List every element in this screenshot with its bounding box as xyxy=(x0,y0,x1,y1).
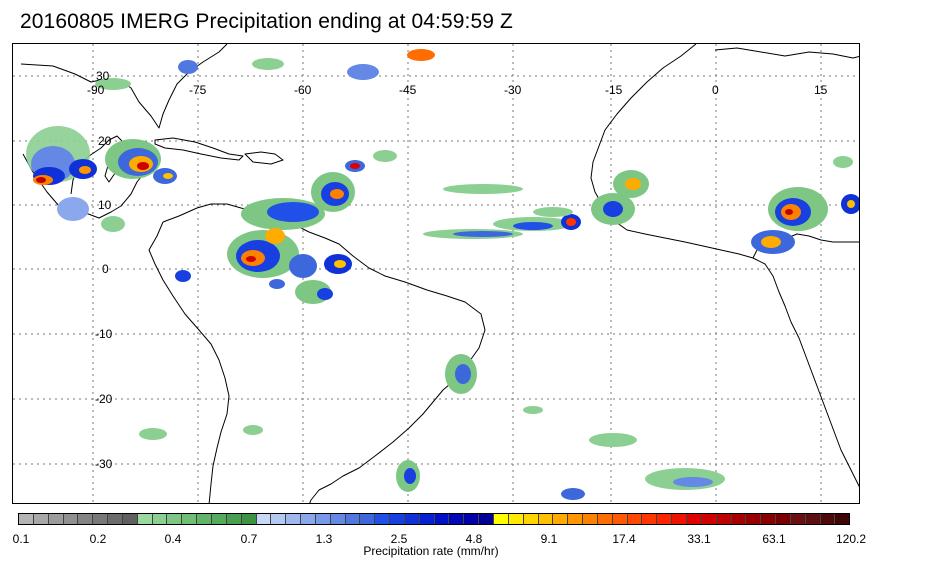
colorbar-tick-label: 0.1 xyxy=(12,532,30,546)
colorbar-cell xyxy=(820,514,836,524)
colorbar-cell xyxy=(553,514,569,524)
colorbar-cell xyxy=(701,514,717,524)
lon-label: 15 xyxy=(814,83,828,97)
lat-label: 20 xyxy=(98,134,112,148)
colorbar-tick-label: 0.2 xyxy=(89,532,107,546)
colorbar-cell xyxy=(404,514,420,524)
colorbar-cell xyxy=(776,514,791,524)
colorbar-tick-label: 17.4 xyxy=(612,532,636,546)
colorbar-cell xyxy=(568,514,584,524)
colorbar-cell xyxy=(761,514,777,524)
lon-label: -75 xyxy=(189,83,207,97)
colorbar-tick-label: 0.7 xyxy=(240,532,258,546)
lat-label: -30 xyxy=(95,457,113,471)
lon-label: 0 xyxy=(712,83,719,97)
south-america-coast xyxy=(162,203,486,503)
colorbar-tick-label: 1.3 xyxy=(315,532,333,546)
colorbar-cell xyxy=(449,514,465,524)
colorbar-tick-label: 33.1 xyxy=(687,532,711,546)
colorbar-label-text: Precipitation rate (mm/hr) xyxy=(363,544,499,558)
precipitation-colorbar xyxy=(18,513,850,525)
colorbar-cell xyxy=(48,514,64,524)
colorbar-cell xyxy=(78,514,94,524)
colorbar-cell xyxy=(523,514,539,524)
colorbar-cell xyxy=(360,514,376,524)
colorbar-cell xyxy=(137,514,153,524)
colorbar-cell xyxy=(686,514,702,524)
lon-label: -90 xyxy=(87,83,105,97)
lon-label: -30 xyxy=(504,83,522,97)
hispaniola-coast xyxy=(244,151,284,165)
colorbar-cell xyxy=(464,514,480,524)
lon-label: -60 xyxy=(294,83,312,97)
colorbar-cell xyxy=(434,514,450,524)
colorbar-tick-label: 4.8 xyxy=(465,532,483,546)
colorbar-tick-label: 9.1 xyxy=(540,532,558,546)
colorbar-cell xyxy=(597,514,613,524)
colorbar-cell xyxy=(211,514,227,524)
lat-label: 10 xyxy=(98,198,112,212)
colorbar-cell xyxy=(494,514,509,524)
colorbar-cell xyxy=(716,514,732,524)
map-title: 20160805 IMERG Precipitation ending at 0… xyxy=(20,10,513,33)
colorbar-cell xyxy=(508,514,524,524)
colorbar-cell xyxy=(19,514,34,524)
colorbar-cell xyxy=(583,514,598,524)
africa-north-coast xyxy=(714,47,859,59)
colorbar-cell xyxy=(835,514,850,524)
colorbar-cell xyxy=(33,514,49,524)
lon-label: -45 xyxy=(399,83,417,97)
colorbar-cell xyxy=(93,514,109,524)
graticule xyxy=(13,44,859,503)
precipitation-cells xyxy=(26,49,859,500)
colorbar-cell xyxy=(330,514,346,524)
colorbar-tick-label: 2.5 xyxy=(390,532,408,546)
africa-west-coast xyxy=(590,44,859,488)
colorbar-tick-label: 0.4 xyxy=(164,532,182,546)
colorbar-cell xyxy=(538,514,554,524)
lat-label: 0 xyxy=(102,262,109,276)
colorbar-cell xyxy=(790,514,806,524)
colorbar-cell xyxy=(672,514,687,524)
cuba-coast xyxy=(154,137,244,161)
colorbar-cell xyxy=(271,514,287,524)
colorbar-cell xyxy=(657,514,673,524)
colorbar-cell xyxy=(122,514,138,524)
colorbar-cell xyxy=(419,514,435,524)
coastlines xyxy=(20,44,859,503)
colorbar-cell xyxy=(805,514,821,524)
colorbar-cell xyxy=(345,514,361,524)
colorbar-cell xyxy=(301,514,316,524)
colorbar-cell xyxy=(315,514,331,524)
colorbar-cell xyxy=(152,514,168,524)
colorbar-cell xyxy=(286,514,302,524)
colorbar-label: Precipitation rate (mm/hr) xyxy=(0,544,944,558)
colorbar-tick-label: 120.2 xyxy=(835,532,867,546)
colorbar-cell xyxy=(375,514,391,524)
colorbar-tick-label: 63.1 xyxy=(762,532,786,546)
colorbar-cell xyxy=(167,514,183,524)
colorbar-cell xyxy=(627,514,643,524)
colorbar-cell xyxy=(182,514,198,524)
colorbar-cell xyxy=(226,514,242,524)
colorbar-cell xyxy=(256,514,272,524)
lat-label: -20 xyxy=(95,392,113,406)
map-canvas xyxy=(13,44,859,503)
precipitation-map[interactable]: -90 -75 -60 -45 -30 -15 0 15 30 20 10 0 … xyxy=(12,43,860,504)
colorbar-cell xyxy=(612,514,628,524)
colorbar-cell xyxy=(63,514,79,524)
colorbar-cell xyxy=(108,514,123,524)
lon-label: -15 xyxy=(605,83,623,97)
colorbar-cell xyxy=(390,514,405,524)
colorbar-cell xyxy=(642,514,658,524)
colorbar-cell xyxy=(731,514,747,524)
colorbar-cell xyxy=(746,514,762,524)
south-america-west-coast xyxy=(148,221,230,503)
colorbar-cell xyxy=(479,514,494,524)
colorbar-cell xyxy=(241,514,257,524)
lat-label: 30 xyxy=(96,69,110,83)
colorbar-cell xyxy=(197,514,212,524)
lat-label: -10 xyxy=(95,327,113,341)
